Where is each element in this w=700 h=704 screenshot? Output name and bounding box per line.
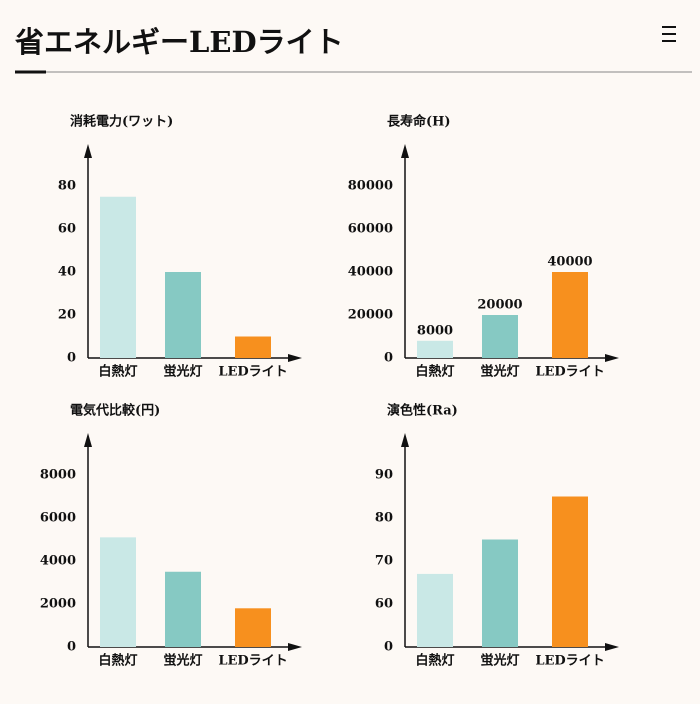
bar bbox=[552, 272, 588, 358]
y-tick-label: 8000 bbox=[40, 468, 76, 483]
x-arrow bbox=[288, 354, 302, 362]
bar bbox=[417, 573, 453, 647]
page-title: 省エネルギーLEDライト bbox=[15, 25, 344, 59]
x-tick-label: 白熱灯 bbox=[415, 364, 454, 380]
bar bbox=[100, 537, 136, 647]
y-tick-label: 80 bbox=[375, 511, 393, 526]
x-arrow bbox=[605, 354, 619, 362]
x-tick-label: 白熱灯 bbox=[98, 653, 137, 669]
y-arrow bbox=[84, 144, 92, 158]
y-tick-label: 6000 bbox=[40, 511, 76, 526]
bar bbox=[100, 196, 136, 358]
x-arrow bbox=[288, 643, 302, 651]
y-tick-label: 90 bbox=[375, 468, 393, 483]
y-tick-label: 60000 bbox=[348, 222, 393, 237]
y-tick-label: 20000 bbox=[348, 308, 393, 323]
y-tick-label: 80000 bbox=[348, 179, 393, 194]
x-tick-label: 蛍光灯 bbox=[163, 653, 202, 669]
chart-title: 長寿命(H) bbox=[387, 114, 451, 130]
x-tick-label: 蛍光灯 bbox=[480, 364, 519, 380]
x-tick-label: LEDライト bbox=[218, 365, 287, 380]
y-tick-label: 0 bbox=[67, 351, 76, 366]
bar bbox=[482, 315, 518, 358]
y-tick-label: 2000 bbox=[40, 597, 76, 612]
x-tick-label: 白熱灯 bbox=[415, 653, 454, 669]
y-tick-label: 20 bbox=[58, 308, 76, 323]
chart-title: 消耗電力(ワット) bbox=[70, 114, 173, 130]
y-tick-label: 60 bbox=[58, 222, 76, 237]
x-tick-label: 白熱灯 bbox=[98, 364, 137, 380]
value-label: 8000 bbox=[417, 323, 453, 338]
x-tick-label: 蛍光灯 bbox=[480, 653, 519, 669]
x-tick-label: LEDライト bbox=[218, 654, 287, 669]
bar bbox=[552, 496, 588, 647]
menu-icon[interactable] bbox=[662, 26, 676, 42]
y-tick-label: 0 bbox=[384, 351, 393, 366]
y-tick-label: 40000 bbox=[348, 265, 393, 280]
x-tick-label: LEDライト bbox=[535, 654, 604, 669]
bar bbox=[482, 539, 518, 647]
bar bbox=[165, 571, 201, 647]
chart-title: 演色性(Ra) bbox=[387, 403, 458, 419]
y-tick-label: 70 bbox=[375, 554, 393, 569]
bar bbox=[417, 340, 453, 358]
y-tick-label: 60 bbox=[375, 597, 393, 612]
y-tick-label: 0 bbox=[67, 640, 76, 655]
value-label: 40000 bbox=[547, 255, 592, 270]
x-tick-label: 蛍光灯 bbox=[163, 364, 202, 380]
y-arrow bbox=[84, 433, 92, 447]
y-tick-label: 0 bbox=[384, 640, 393, 655]
value-label: 20000 bbox=[477, 298, 522, 313]
y-arrow bbox=[401, 433, 409, 447]
x-tick-label: LEDライト bbox=[535, 365, 604, 380]
y-tick-label: 40 bbox=[58, 265, 76, 280]
x-arrow bbox=[605, 643, 619, 651]
chart-title: 電気代比較(円) bbox=[70, 403, 160, 419]
bar bbox=[235, 336, 271, 358]
bar bbox=[235, 608, 271, 647]
y-tick-label: 80 bbox=[58, 179, 76, 194]
y-tick-label: 4000 bbox=[40, 554, 76, 569]
y-arrow bbox=[401, 144, 409, 158]
bar bbox=[165, 272, 201, 358]
